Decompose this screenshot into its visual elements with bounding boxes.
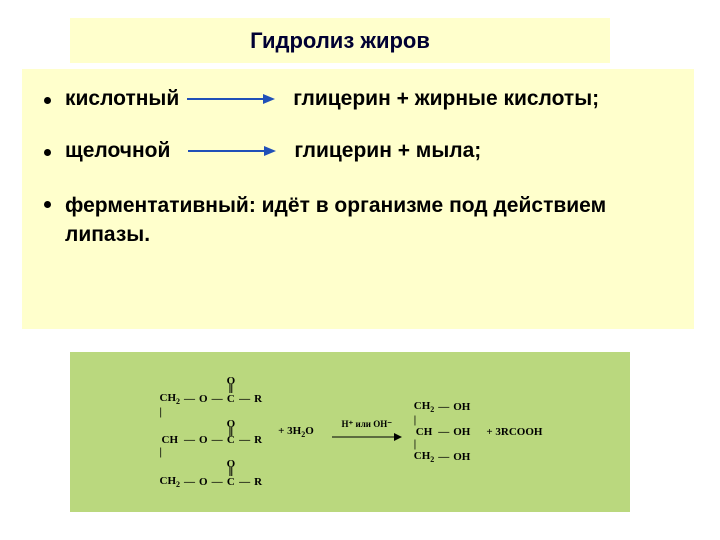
bullet-row: ферментативный: идёт в организме под дей…	[44, 191, 672, 250]
bullet-icon	[44, 149, 51, 156]
bullet-right-text: глицерин + жирные кислоты;	[293, 87, 599, 111]
plus-water: + 3H2O	[268, 375, 324, 489]
reaction-arrow: H⁺ или OH⁻	[326, 375, 408, 489]
bullet-row: кислотный глицерин + жирные кислоты;	[44, 87, 672, 111]
bullet-icon	[44, 201, 51, 208]
bullet-icon	[44, 97, 51, 104]
chem-equation: O ‖ CH2—O—C—R | O ‖ CH—O—C—R | O ‖ CH2—	[154, 373, 547, 491]
arrow-icon	[185, 92, 275, 106]
bullet-right-text: глицерин + мыла;	[294, 139, 481, 163]
title-banner: Гидролиз жиров	[70, 18, 610, 63]
page-title: Гидролиз жиров	[250, 28, 430, 54]
bullet-row: щелочной глицерин + мыла;	[44, 139, 672, 163]
glycerol-structure: CH2—OH | CH—OH | CH2—OH	[410, 375, 475, 489]
plus-acid: + 3RCOOH	[476, 375, 544, 489]
arrow-icon	[186, 144, 276, 158]
content-panel: кислотный глицерин + жирные кислоты; щел…	[22, 69, 694, 329]
bullet-left-text: щелочной	[65, 139, 170, 163]
reaction-diagram: O ‖ CH2—O—C—R | O ‖ CH—O—C—R | O ‖ CH2—	[70, 352, 630, 512]
triglyceride-structure: O ‖ CH2—O—C—R | O ‖ CH—O—C—R | O ‖ CH2—	[156, 375, 267, 489]
bullet-full-text: ферментативный: идёт в организме под дей…	[65, 191, 672, 250]
bullet-left-text: кислотный	[65, 87, 179, 111]
